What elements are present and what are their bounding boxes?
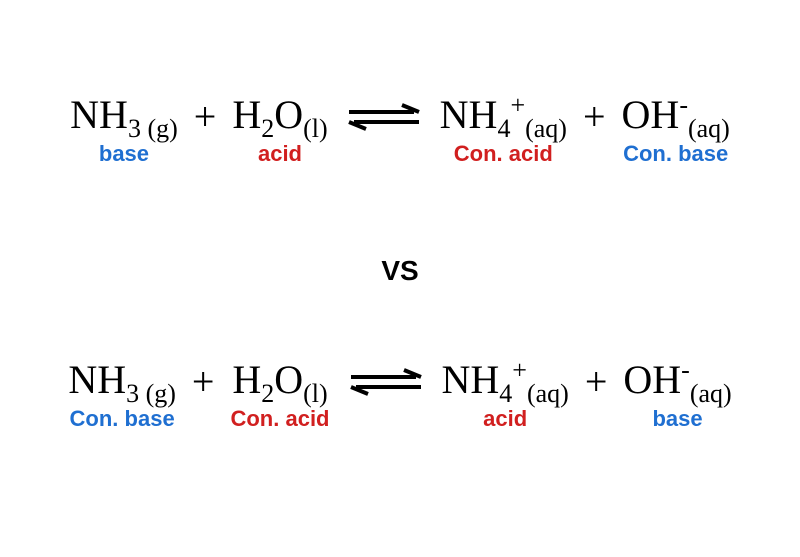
equation-1: NH3 (g) base + H2O(l) acid NH4+(aq) Con.… bbox=[0, 95, 800, 167]
vs-separator: VS bbox=[0, 255, 800, 287]
term-oh-2: OH-(aq) base bbox=[623, 360, 731, 432]
formula-oh: OH-(aq) bbox=[622, 95, 730, 135]
label-nh4-2: acid bbox=[483, 406, 527, 432]
label-oh: Con. base bbox=[623, 141, 728, 167]
plus-1b: + bbox=[583, 95, 606, 137]
label-nh3-2: Con. base bbox=[70, 406, 175, 432]
label-h2o-2: Con. acid bbox=[230, 406, 329, 432]
term-nh4: NH4+(aq) Con. acid bbox=[440, 95, 567, 167]
equation-2: NH3 (g) Con. base + H2O(l) Con. acid NH4… bbox=[0, 360, 800, 432]
label-h2o: acid bbox=[258, 141, 302, 167]
label-nh4: Con. acid bbox=[454, 141, 553, 167]
label-nh3: base bbox=[99, 141, 149, 167]
formula-nh3: NH3 (g) bbox=[70, 95, 178, 135]
plus-2a: + bbox=[192, 360, 215, 402]
formula-nh4-2: NH4+(aq) bbox=[442, 360, 569, 400]
term-nh3-2: NH3 (g) Con. base bbox=[68, 360, 176, 432]
plus-1a: + bbox=[194, 95, 217, 137]
plus-2b: + bbox=[585, 360, 608, 402]
label-oh-2: base bbox=[652, 406, 702, 432]
term-nh3: NH3 (g) base bbox=[70, 95, 178, 167]
term-nh4-2: NH4+(aq) acid bbox=[442, 360, 569, 432]
formula-h2o: H2O(l) bbox=[232, 95, 327, 135]
formula-nh3-2: NH3 (g) bbox=[68, 360, 176, 400]
equilibrium-arrow-icon-2 bbox=[346, 360, 426, 401]
term-h2o-2: H2O(l) Con. acid bbox=[230, 360, 329, 432]
formula-oh-2: OH-(aq) bbox=[623, 360, 731, 400]
term-oh: OH-(aq) Con. base bbox=[622, 95, 730, 167]
term-h2o: H2O(l) acid bbox=[232, 95, 327, 167]
formula-h2o-2: H2O(l) bbox=[232, 360, 327, 400]
formula-nh4: NH4+(aq) bbox=[440, 95, 567, 135]
equilibrium-arrow-icon bbox=[344, 95, 424, 136]
